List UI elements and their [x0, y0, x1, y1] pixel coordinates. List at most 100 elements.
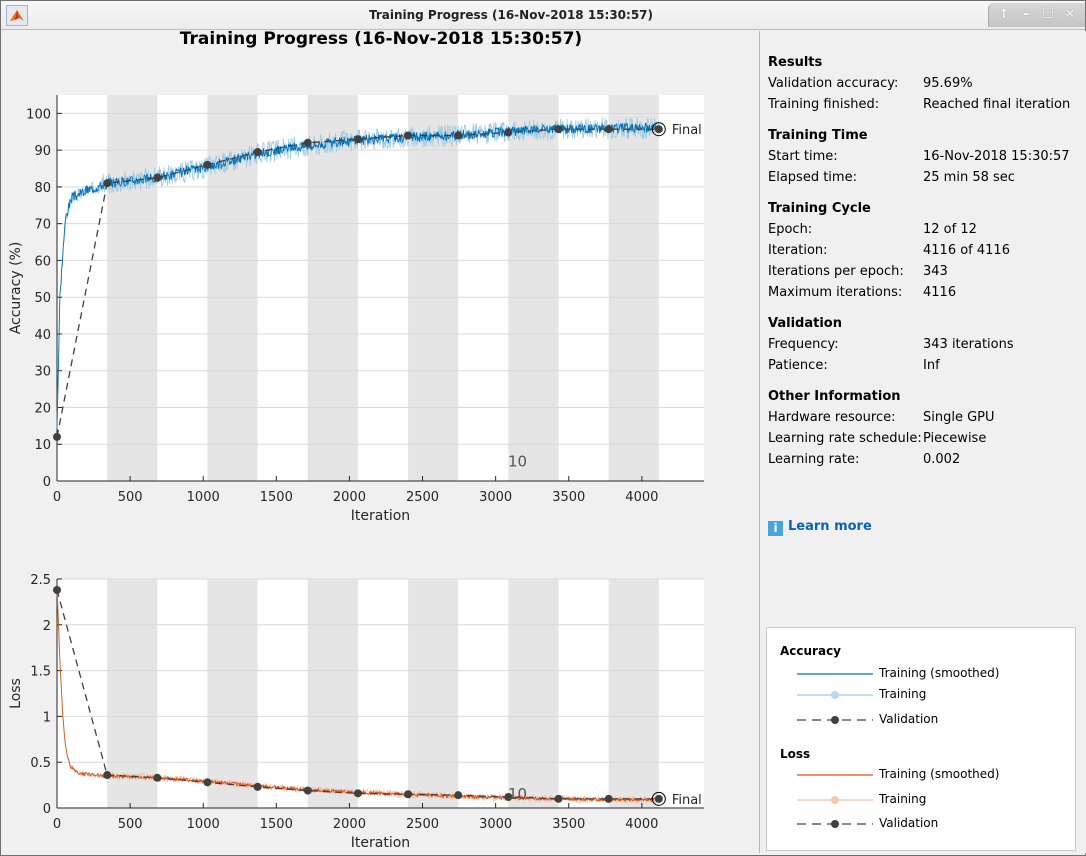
epoch-band [508, 95, 559, 481]
info-label: Validation accuracy: [768, 76, 899, 91]
y-tick-label: 10 [34, 438, 51, 453]
close-button[interactable]: ✕ [1064, 7, 1076, 22]
info-icon: i [768, 521, 783, 536]
legend-acc-smoothed: Training (smoothed) [797, 666, 1077, 682]
plot-area [57, 95, 704, 481]
x-tick-label: 3500 [552, 817, 585, 832]
info-label: Elapsed time: [768, 170, 857, 185]
y-tick-label: 70 [34, 218, 51, 233]
epoch-band [307, 579, 358, 808]
minimize-button[interactable]: – [1022, 7, 1030, 22]
info-label: Learning rate: [768, 452, 860, 467]
x-tick-label: 0 [53, 490, 61, 505]
y-tick-label: 2 [43, 619, 51, 634]
legend-acc-training: Training [797, 687, 1077, 703]
validation-point [604, 794, 613, 803]
legend-label: Training [879, 792, 927, 806]
epoch-band [207, 579, 258, 808]
x-tick-label: 0 [53, 817, 61, 832]
info-row: Learning rate: 0.002 [768, 452, 995, 473]
info-label: Frequency: [768, 337, 839, 352]
info-label: Patience: [768, 358, 828, 373]
x-tick-label: 1500 [260, 817, 293, 832]
x-tick-label: 2000 [333, 817, 366, 832]
info-value: 95.69% [923, 76, 973, 91]
legend-label: Training [879, 687, 927, 701]
window-controls: ↑ – ☐ ✕ [988, 3, 1085, 27]
learn-more-link[interactable]: i Learn more [768, 519, 872, 536]
legend-loss-training: Training [797, 792, 1077, 808]
epoch-band [408, 579, 459, 808]
validation-point [153, 773, 162, 782]
x-axis-label: Iteration [351, 508, 410, 524]
y-tick-label: 100 [26, 107, 51, 122]
learn-more-label: Learn more [788, 519, 872, 534]
annotation-label: 10 [508, 452, 527, 470]
x-tick-label: 3000 [479, 817, 512, 832]
section-heading: Validation [768, 316, 842, 331]
info-label: Start time: [768, 149, 838, 164]
info-value: 16-Nov-2018 15:30:57 [923, 149, 1070, 164]
legend-loss-smoothed: Training (smoothed) [797, 767, 1077, 783]
info-value: Single GPU [923, 410, 995, 425]
info-row: Frequency: 343 iterations [768, 337, 1014, 358]
info-label: Maximum iterations: [768, 285, 903, 300]
info-value: 0.002 [923, 452, 961, 467]
epoch-band [107, 95, 158, 481]
shade-button[interactable]: ↑ [998, 7, 1010, 22]
section-heading: Training Cycle [768, 201, 871, 216]
info-row: Learning rate schedule:Piecewise [768, 431, 995, 452]
info-row: Iterations per epoch: 343 [768, 264, 1010, 285]
info-sidebar: Results Validation accuracy: 95.69% Trainin… [759, 31, 1086, 853]
x-tick-label: 2500 [406, 817, 439, 832]
y-axis-label: Loss [8, 678, 24, 709]
legend-dashed-swatch [797, 820, 873, 828]
epoch-band [107, 579, 158, 808]
maximize-button[interactable]: ☐ [1042, 7, 1054, 22]
y-tick-label: 2.5 [30, 573, 51, 588]
info-row: Elapsed time: 25 min 58 sec [768, 170, 1070, 191]
legend-marker-swatch [797, 796, 873, 804]
x-tick-label: 4000 [625, 817, 658, 832]
epoch-band [508, 579, 559, 808]
section-heading: Results [768, 55, 823, 70]
sidebar-section: Training Cycle Epoch: 12 of 12 Iteration: 41… [768, 201, 1010, 306]
info-row: Maximum iterations: 4116 [768, 285, 1010, 306]
x-tick-label: 4000 [625, 490, 658, 505]
info-value: Inf [923, 358, 940, 373]
x-tick-label: 2000 [333, 490, 366, 505]
final-point-marker [651, 791, 666, 806]
y-axis-label: Accuracy (%) [8, 242, 24, 335]
y-tick-label: 60 [34, 254, 51, 269]
sidebar-section: Other Information Hardware resource: Singl… [768, 389, 995, 473]
x-axis-label: Iteration [351, 835, 410, 851]
legend-marker-swatch [797, 691, 873, 699]
epoch-band [608, 95, 659, 481]
plot-area [57, 579, 704, 808]
info-row: Hardware resource: Single GPU [768, 410, 995, 431]
validation-point [253, 147, 262, 156]
validation-point [203, 160, 212, 169]
legend-line-swatch [797, 673, 873, 675]
legend-label: Training (smoothed) [879, 767, 1000, 781]
matlab-logo-icon [6, 5, 28, 26]
info-row: Validation accuracy: 95.69% [768, 76, 1070, 97]
info-row: Training finished: Reached final iteratio… [768, 97, 1070, 118]
legend-label: Validation [879, 712, 939, 726]
x-tick-label: 2500 [406, 490, 439, 505]
title-bar: Training Progress (16-Nov-2018 15:30:57)… [1, 1, 1085, 30]
validation-point [654, 125, 663, 134]
validation-point [404, 790, 413, 799]
y-tick-label: 20 [34, 401, 51, 416]
validation-point [53, 585, 61, 594]
validation-point [404, 131, 413, 140]
validation-point [554, 125, 563, 134]
validation-point [554, 794, 563, 803]
sidebar-section: Validation Frequency: 343 iterations Patien… [768, 316, 1014, 379]
validation-point [604, 125, 613, 134]
x-tick-label: 1000 [187, 817, 220, 832]
page-title: Training Progress (16-Nov-2018 15:30:57) [179, 29, 583, 49]
sidebar-section: Training Time Start time: 16-Nov-2018 15:3… [768, 128, 1070, 191]
